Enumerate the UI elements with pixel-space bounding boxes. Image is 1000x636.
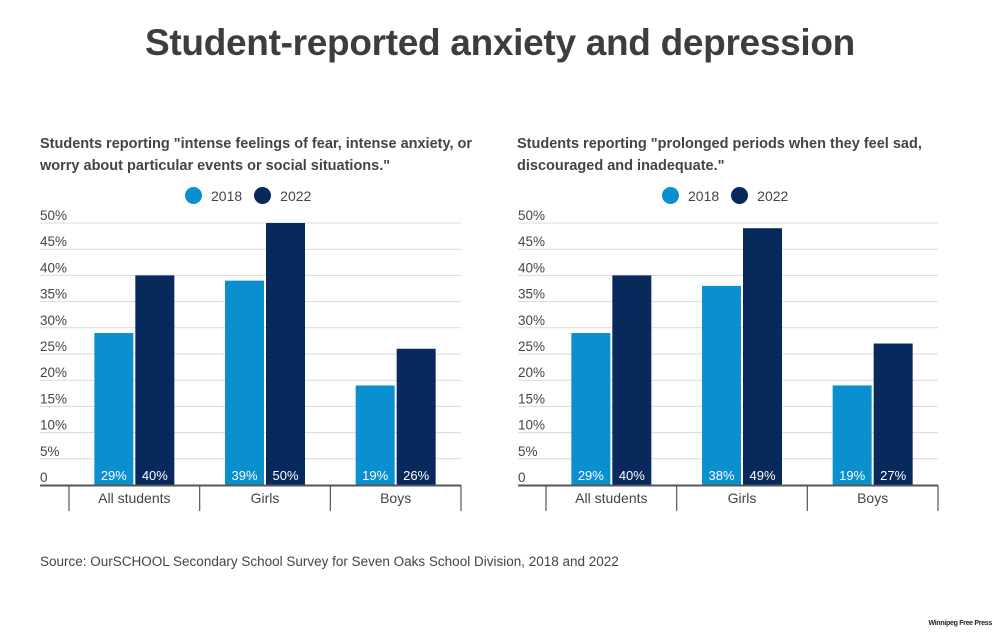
y-tick-label: 30% [518, 313, 545, 328]
x-category-label: Boys [857, 490, 888, 506]
bar-value-label: 39% [231, 468, 257, 483]
publisher-credit: Winnipeg Free Press [928, 620, 993, 627]
legend-label-2018: 2018 [211, 187, 243, 204]
y-tick-label: 15% [40, 391, 67, 406]
y-tick-label: 25% [40, 339, 67, 354]
y-tick-label: 30% [40, 313, 67, 328]
x-category-label: Boys [380, 490, 411, 506]
bar-value-label: 19% [362, 468, 388, 483]
bar-2018-girls [225, 280, 264, 485]
bar-2022-all-students [135, 275, 175, 485]
y-tick-label: 45% [518, 234, 545, 249]
bar-2022-girls [743, 228, 782, 486]
chart-1-subtitle: Students reporting "intense feelings of … [40, 136, 473, 174]
y-tick-label: 10% [40, 418, 67, 433]
y-tick-label: 45% [40, 234, 67, 249]
y-tick-label: 40% [518, 260, 545, 275]
y-tick-label: 0 [518, 470, 526, 485]
x-category-label: Girls [728, 490, 757, 506]
y-tick-label: 35% [40, 287, 67, 302]
y-tick-label: 5% [40, 444, 60, 459]
bar-value-label: 49% [749, 468, 775, 483]
y-tick-label: 50% [40, 208, 67, 223]
bar-2022-boys [873, 343, 913, 485]
bar-value-label: 38% [708, 468, 734, 483]
legend-label-2022: 2022 [757, 187, 789, 204]
legend-label-2022: 2022 [280, 187, 312, 204]
legend-swatch-2022 [731, 187, 749, 204]
bar-value-label: 29% [101, 468, 127, 483]
legend-item-2022: 2022 [254, 187, 311, 204]
y-tick-label: 10% [518, 418, 545, 433]
legend-item-2018: 2018 [662, 187, 719, 204]
bar-value-label: 40% [619, 468, 645, 483]
source-note: Source: OurSCHOOL Secondary School Surve… [40, 554, 619, 569]
legend-swatch-2018 [185, 187, 202, 204]
x-category-label: Girls [251, 490, 280, 506]
y-tick-label: 50% [518, 208, 545, 223]
infographic-title: Student-reported anxiety and depression [145, 22, 855, 63]
y-tick-label: 0 [40, 470, 48, 485]
legend-swatch-2018 [662, 187, 679, 204]
bar-2018-all-students [94, 333, 134, 485]
y-tick-label: 5% [518, 444, 538, 459]
y-tick-label: 35% [518, 287, 545, 302]
legend-label-2018: 2018 [688, 187, 720, 204]
x-category-label: All students [575, 490, 647, 506]
chart-2-subtitle: Students reporting "prolonged periods wh… [517, 136, 922, 174]
bar-2018-all-students [571, 333, 611, 485]
bar-2022-boys [396, 348, 436, 485]
bar-value-label: 40% [142, 468, 168, 483]
legend-item-2018: 2018 [185, 187, 242, 204]
bar-2022-girls [266, 223, 305, 485]
y-tick-label: 40% [40, 260, 67, 275]
bar-value-label: 26% [403, 468, 429, 483]
bar-value-label: 29% [578, 468, 604, 483]
x-category-label: All students [98, 490, 170, 506]
bar-2018-boys [355, 385, 395, 485]
chart-2-legend: 2018 2022 [662, 187, 800, 204]
bar-2022-all-students [612, 275, 652, 485]
bar-value-label: 50% [272, 468, 298, 483]
chart-1-legend: 2018 2022 [185, 187, 323, 204]
y-tick-label: 20% [518, 365, 545, 380]
legend-item-2022: 2022 [731, 187, 788, 204]
y-tick-label: 20% [40, 365, 67, 380]
legend-swatch-2022 [254, 187, 272, 204]
y-tick-label: 25% [518, 339, 545, 354]
bar-value-label: 27% [880, 468, 906, 483]
bar-value-label: 19% [839, 468, 865, 483]
y-tick-label: 15% [518, 391, 545, 406]
bar-2018-girls [702, 285, 741, 485]
bar-2018-boys [832, 385, 872, 485]
